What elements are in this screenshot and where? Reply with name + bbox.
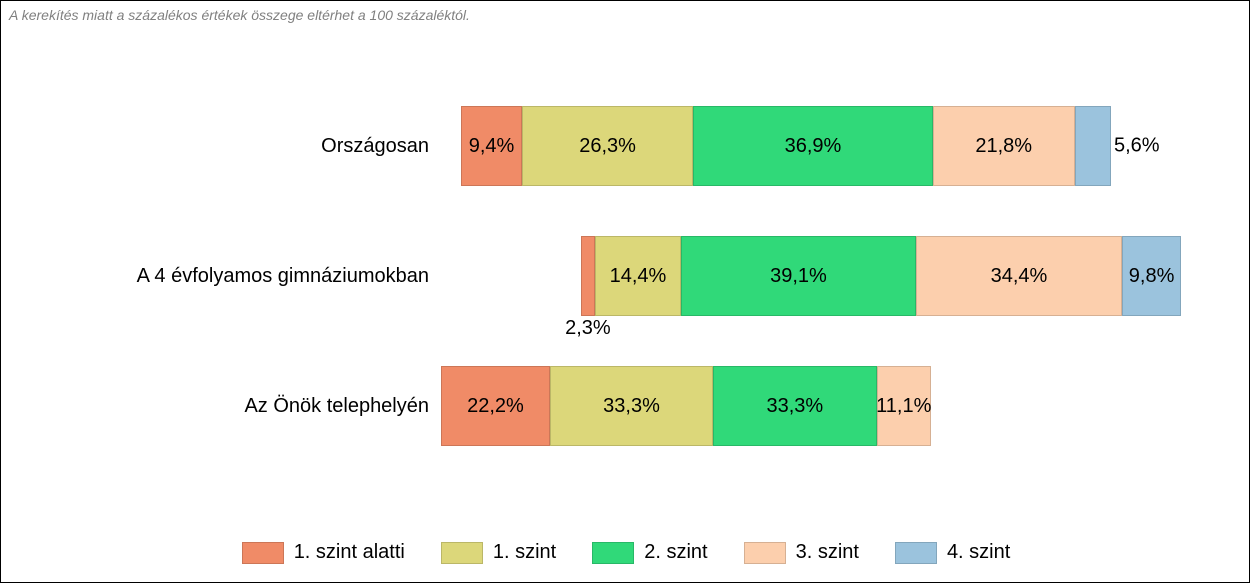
plot-area: Országosan 9,4% 26,3% 36,9% 21,8% 5,6% A 4 évf…	[1, 71, 1250, 471]
legend: 1. szint alatti 1. szint 2. szint 3. szint 4…	[1, 541, 1250, 564]
bar-row: Országosan 9,4% 26,3% 36,9% 21,8% 5,6%	[1, 106, 1250, 186]
bar-segment-szint2: 39,1%	[681, 236, 916, 316]
legend-item: 2. szint	[592, 541, 707, 564]
segment-value-label: 22,2%	[467, 395, 524, 418]
row-label: Országosan	[1, 135, 441, 158]
legend-item: 4. szint	[895, 541, 1010, 564]
legend-label: 1. szint alatti	[294, 541, 405, 564]
row-label: Az Önök telephelyén	[1, 395, 441, 418]
segment-value-label: 39,1%	[770, 265, 827, 288]
bar-segment-szint2: 36,9%	[693, 106, 933, 186]
chart-container: A kerekítés miatt a százalékos értékek ö…	[0, 0, 1250, 583]
segment-value-label: 26,3%	[579, 135, 636, 158]
segment-value-label: 14,4%	[610, 265, 667, 288]
bar-segment-szint_alatti: 22,2%	[441, 366, 550, 446]
bar-row: Az Önök telephelyén 22,2% 33,3% 33,3% 11,1%	[1, 366, 1250, 446]
bar-segment-szint3: 34,4%	[916, 236, 1122, 316]
legend-item: 3. szint	[744, 541, 859, 564]
chart-note: A kerekítés miatt a százalékos értékek ö…	[9, 7, 470, 23]
legend-swatch	[592, 542, 634, 564]
legend-label: 1. szint	[493, 541, 556, 564]
bar-segment-szint1: 26,3%	[522, 106, 693, 186]
segment-value-label: 2,3%	[565, 317, 611, 340]
legend-item: 1. szint	[441, 541, 556, 564]
stacked-bar: 22,2% 33,3% 33,3% 11,1%	[441, 366, 931, 446]
legend-label: 2. szint	[644, 541, 707, 564]
segment-value-label: 34,4%	[991, 265, 1048, 288]
segment-value-label: 11,1%	[876, 395, 931, 418]
bar-segment-szint3: 11,1%	[877, 366, 931, 446]
legend-swatch	[744, 542, 786, 564]
segment-value-label: 21,8%	[975, 135, 1032, 158]
bar-segment-szint3: 21,8%	[933, 106, 1075, 186]
bar-segment-szint2: 33,3%	[713, 366, 876, 446]
bar-segment-szint4: 5,6%	[1075, 106, 1111, 186]
bar-row: A 4 évfolyamos gimnáziumokban 2,3% 14,4% 39…	[1, 236, 1250, 316]
bar-stage: 22,2% 33,3% 33,3% 11,1%	[441, 366, 1201, 446]
stacked-bar: 2,3% 14,4% 39,1% 34,4% 9,8%	[581, 236, 1181, 316]
legend-swatch	[895, 542, 937, 564]
segment-value-label: 33,3%	[767, 395, 824, 418]
bar-segment-szint1: 14,4%	[595, 236, 681, 316]
row-label: A 4 évfolyamos gimnáziumokban	[1, 265, 441, 288]
segment-value-label: 5,6%	[1114, 135, 1160, 158]
bar-segment-szint1: 33,3%	[550, 366, 713, 446]
legend-label: 4. szint	[947, 541, 1010, 564]
bar-stage: 9,4% 26,3% 36,9% 21,8% 5,6%	[441, 106, 1201, 186]
stacked-bar: 9,4% 26,3% 36,9% 21,8% 5,6%	[461, 106, 1111, 186]
legend-swatch	[441, 542, 483, 564]
segment-value-label: 33,3%	[603, 395, 660, 418]
legend-swatch	[242, 542, 284, 564]
legend-item: 1. szint alatti	[242, 541, 405, 564]
segment-value-label: 9,8%	[1129, 265, 1175, 288]
legend-label: 3. szint	[796, 541, 859, 564]
bar-segment-szint_alatti: 2,3%	[581, 236, 595, 316]
segment-value-label: 36,9%	[785, 135, 842, 158]
bar-stage: 2,3% 14,4% 39,1% 34,4% 9,8%	[441, 236, 1201, 316]
bar-segment-szint4: 9,8%	[1122, 236, 1181, 316]
segment-value-label: 9,4%	[469, 135, 515, 158]
bar-segment-szint_alatti: 9,4%	[461, 106, 522, 186]
